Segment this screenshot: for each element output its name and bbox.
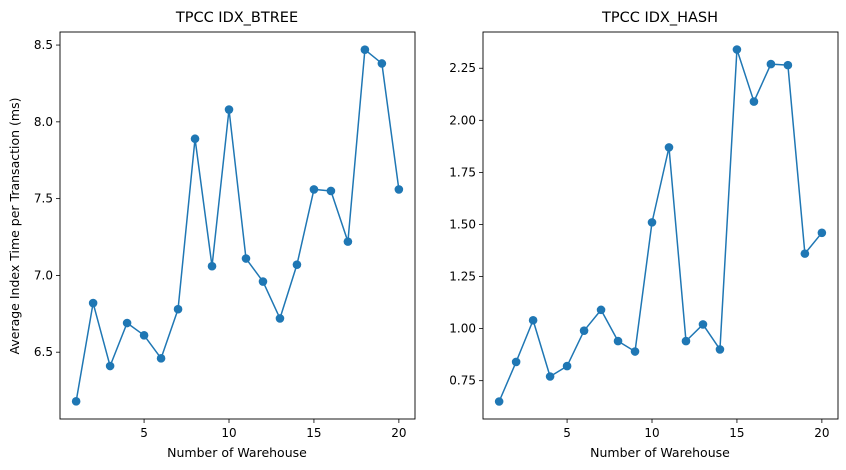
- data-point: [156, 354, 166, 363]
- y-tick-label: 1.50: [449, 217, 476, 231]
- data-point: [139, 331, 149, 340]
- data-point: [783, 60, 793, 70]
- x-tick-label: 15: [729, 426, 744, 440]
- data-point: [258, 277, 268, 286]
- y-tick-label: 1.00: [449, 322, 476, 336]
- data-point: [800, 249, 810, 258]
- data-point: [343, 237, 353, 246]
- data-point: [749, 97, 759, 106]
- data-point: [817, 228, 827, 238]
- data-point: [698, 320, 708, 329]
- data-point: [494, 397, 504, 406]
- plot-area: [494, 45, 827, 406]
- data-point: [394, 185, 404, 194]
- data-point: [528, 315, 538, 325]
- data-point: [71, 397, 81, 406]
- data-point: [275, 314, 285, 323]
- x-tick-label: 5: [563, 426, 571, 440]
- data-point: [360, 45, 370, 54]
- data-point: [224, 105, 234, 114]
- data-point: [562, 361, 572, 371]
- plot-area: [71, 45, 404, 406]
- y-tick-label: 7.5: [34, 192, 53, 206]
- axes-frame: [482, 31, 839, 420]
- tick-marks: 5 10 15 20 6.5 7.0 7.5 8.0 8.5: [34, 38, 407, 440]
- data-point: [377, 59, 387, 68]
- x-tick-label: 20: [814, 426, 829, 440]
- data-point: [241, 254, 251, 263]
- x-tick-label: 20: [391, 426, 406, 440]
- data-point: [122, 318, 132, 328]
- y-tick-label: 7.0: [34, 268, 53, 282]
- data-point: [309, 185, 319, 194]
- chart-panel-hash: TPCC IDX_HASH 5 10 15 20 0.75 1.00 1.25 1.50 1.7…: [449, 10, 839, 460]
- data-point: [105, 361, 115, 371]
- data-point: [630, 347, 640, 356]
- y-tick-label: 8.5: [34, 38, 53, 52]
- data-point: [579, 326, 589, 335]
- y-tick-label: 2.00: [449, 113, 476, 127]
- chart-title: TPCC IDX_HASH: [601, 10, 718, 26]
- data-point: [647, 218, 657, 227]
- y-tick-label: 1.75: [449, 165, 476, 179]
- data-point: [190, 134, 200, 144]
- data-point: [766, 59, 776, 69]
- y-tick-label: 8.0: [34, 115, 53, 129]
- y-tick-label: 1.25: [449, 270, 476, 284]
- data-point: [732, 45, 742, 54]
- data-point: [173, 304, 183, 314]
- y-tick-label: 6.5: [34, 345, 53, 359]
- data-point: [207, 261, 217, 271]
- data-point: [292, 260, 302, 269]
- data-point: [681, 336, 691, 346]
- data-point: [664, 143, 674, 152]
- chart-panel-btree: TPCC IDX_BTREE 5 10 15 20 6.5 7.0 7.5 8.0 8.5 Nu…: [7, 10, 416, 460]
- data-point: [596, 305, 606, 315]
- x-axis-label: Number of Warehouse: [590, 445, 730, 460]
- chart-title: TPCC IDX_BTREE: [175, 10, 298, 26]
- data-point: [715, 345, 725, 354]
- data-point: [88, 298, 98, 308]
- x-tick-label: 10: [644, 426, 659, 440]
- data-point: [511, 357, 521, 367]
- data-point: [545, 372, 555, 381]
- x-tick-label: 10: [221, 426, 236, 440]
- axes-frame: [59, 31, 416, 420]
- x-tick-label: 5: [140, 426, 148, 440]
- data-point: [613, 336, 623, 346]
- x-axis-label: Number of Warehouse: [167, 445, 307, 460]
- tick-marks: 5 10 15 20 0.75 1.00 1.25 1.50 1.75 2.00 2.25: [449, 61, 829, 440]
- x-tick-label: 15: [306, 426, 321, 440]
- data-point: [326, 186, 336, 196]
- y-axis-label: Average Index Time per Transaction (ms): [7, 98, 22, 355]
- y-tick-label: 2.25: [449, 61, 476, 75]
- y-tick-label: 0.75: [449, 374, 476, 388]
